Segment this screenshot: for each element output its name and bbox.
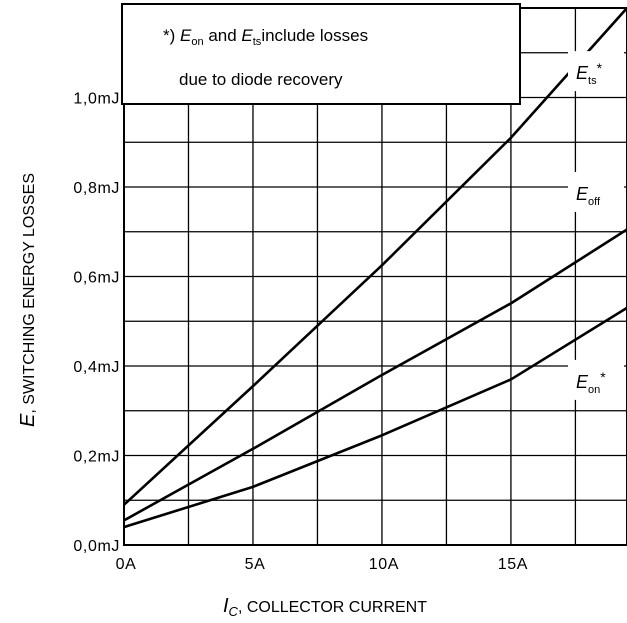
annotation-box: *) Eon and Etsinclude losses due to diod… bbox=[121, 3, 521, 105]
series-label-background bbox=[568, 359, 624, 400]
x-tick-label: 15A bbox=[498, 556, 528, 573]
curves bbox=[123, 7, 627, 529]
y-tick-label: 0,8mJ bbox=[73, 180, 120, 197]
x-axis-label: IC, COLLECTOR CURRENT bbox=[223, 595, 427, 619]
annotation-line2: due to diode recovery bbox=[179, 70, 343, 89]
x-tick-label: 10A bbox=[369, 556, 399, 573]
series-labels: Ets* Eoff Eon* bbox=[568, 51, 624, 400]
series-label: Eon* bbox=[576, 369, 606, 396]
series-line-ets-star bbox=[123, 7, 627, 506]
y-tick-label: 0,2mJ bbox=[73, 449, 120, 466]
series-line-eoff bbox=[123, 228, 627, 522]
y-tick-label: 0,4mJ bbox=[73, 359, 120, 376]
x-tick-label: 0A bbox=[116, 556, 137, 573]
series-label: Eoff bbox=[576, 184, 601, 208]
y-axis-label: E, SWITCHING ENERGY LOSSES bbox=[17, 173, 39, 427]
series-label-background bbox=[568, 171, 624, 212]
series-label: Ets* bbox=[576, 60, 603, 87]
y-tick-labels: 0,0mJ 0,2mJ 0,4mJ 0,6mJ 0,8mJ 1,0mJ bbox=[73, 91, 120, 556]
y-tick-label: 0,6mJ bbox=[73, 270, 120, 287]
annotation-box-frame bbox=[121, 3, 521, 105]
y-tick-label: 0,0mJ bbox=[73, 538, 120, 555]
x-tick-labels: 0A 5A 10A 15A bbox=[116, 556, 528, 573]
series-line-eon-star bbox=[123, 306, 627, 529]
x-tick-label: 5A bbox=[245, 556, 266, 573]
annotation-line1: *) Eon and Etsinclude losses bbox=[163, 26, 368, 48]
y-tick-label: 1,0mJ bbox=[73, 91, 120, 108]
series-label-background bbox=[568, 51, 624, 92]
